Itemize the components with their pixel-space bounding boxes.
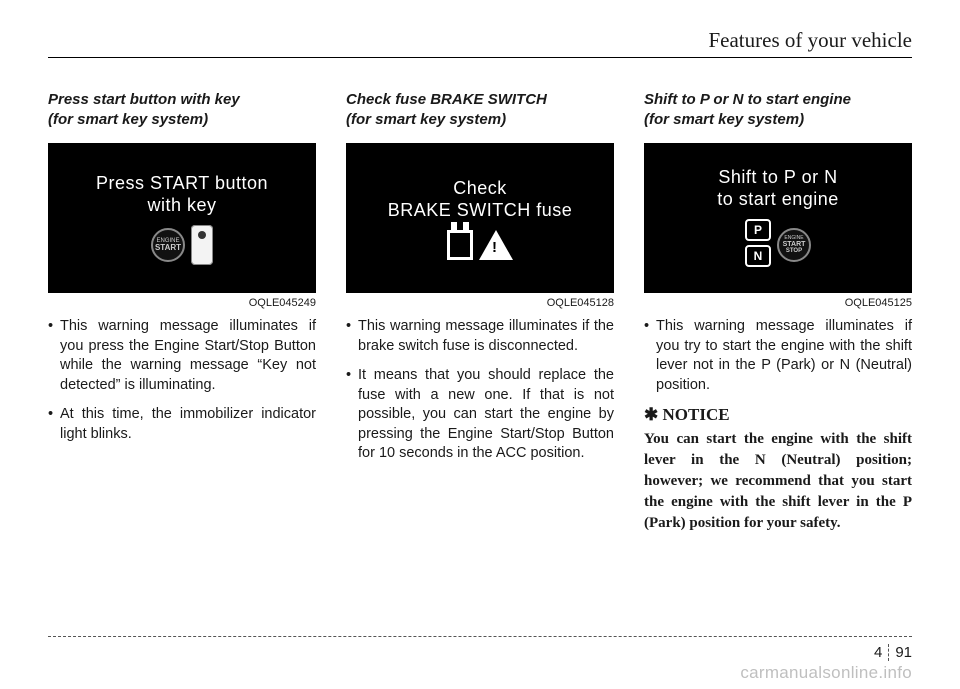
footer-rule — [48, 636, 912, 637]
col3-display-icons: P N ENGINESTARTSTOP — [745, 219, 811, 271]
header-rule — [48, 57, 912, 58]
col1-bullets: This warning message illuminates if you … — [48, 317, 316, 444]
col1-heading-l2: (for smart key system) — [48, 111, 208, 128]
content-columns: Press start button with key (for smart k… — [48, 90, 912, 534]
chapter-number: 4 — [874, 644, 889, 661]
col3-bullets: This warning message illuminates if you … — [644, 317, 912, 395]
engine-start-icon: ENGINESTART — [151, 228, 185, 262]
col2-display: Check BRAKE SWITCH fuse — [346, 143, 614, 293]
col3-heading: Shift to P or N to start engine (for sma… — [644, 90, 912, 129]
col2-image-code: OQLE045128 — [346, 297, 614, 309]
warning-triangle-icon — [479, 230, 513, 260]
list-item: At this time, the immobilizer indicator … — [48, 405, 316, 444]
gear-p-icon: P — [745, 219, 771, 241]
page-in-chapter: 91 — [895, 644, 912, 661]
section-title: Features of your vehicle — [48, 28, 912, 53]
list-item: This warning message illuminates if the … — [346, 317, 614, 356]
fuse-icon — [447, 230, 473, 260]
col1-image-code: OQLE045249 — [48, 297, 316, 309]
gear-stack-icon: P N — [745, 219, 771, 271]
column-3: Shift to P or N to start engine (for sma… — [644, 90, 912, 534]
col1-heading-l1: Press start button with key — [48, 91, 240, 108]
list-item: It means that you should replace the fus… — [346, 366, 614, 464]
watermark: carmanualsonline.info — [740, 663, 912, 683]
list-item: This warning message illuminates if you … — [644, 317, 912, 395]
col2-bullets: This warning message illuminates if the … — [346, 317, 614, 464]
gear-n-icon: N — [745, 245, 771, 267]
col1-display: Press START button with key ENGINESTART — [48, 143, 316, 293]
col3-heading-l1: Shift to P or N to start engine — [644, 91, 851, 108]
col3-display: Shift to P or N to start engine P N ENGI… — [644, 143, 912, 293]
column-2: Check fuse BRAKE SWITCH (for smart key s… — [346, 90, 614, 534]
col1-display-icons: ENGINESTART — [151, 225, 213, 265]
engine-start-stop-icon: ENGINESTARTSTOP — [777, 228, 811, 262]
list-item: This warning message illuminates if you … — [48, 317, 316, 395]
column-1: Press start button with key (for smart k… — [48, 90, 316, 534]
notice-heading: ✱ NOTICE — [644, 405, 912, 425]
key-fob-icon — [191, 225, 213, 265]
col2-display-text: Check BRAKE SWITCH fuse — [388, 177, 573, 222]
col1-heading: Press start button with key (for smart k… — [48, 90, 316, 129]
col3-heading-l2: (for smart key system) — [644, 111, 804, 128]
col3-image-code: OQLE045125 — [644, 297, 912, 309]
col2-display-icons — [447, 230, 513, 260]
col3-display-text: Shift to P or N to start engine — [717, 166, 839, 211]
col2-heading-l1: Check fuse BRAKE SWITCH — [346, 91, 547, 108]
col2-heading: Check fuse BRAKE SWITCH (for smart key s… — [346, 90, 614, 129]
page-number: 4 91 — [874, 644, 912, 661]
notice-body: You can start the engine with the shift … — [644, 429, 912, 534]
col2-heading-l2: (for smart key system) — [346, 111, 506, 128]
col1-display-text: Press START button with key — [96, 172, 268, 217]
